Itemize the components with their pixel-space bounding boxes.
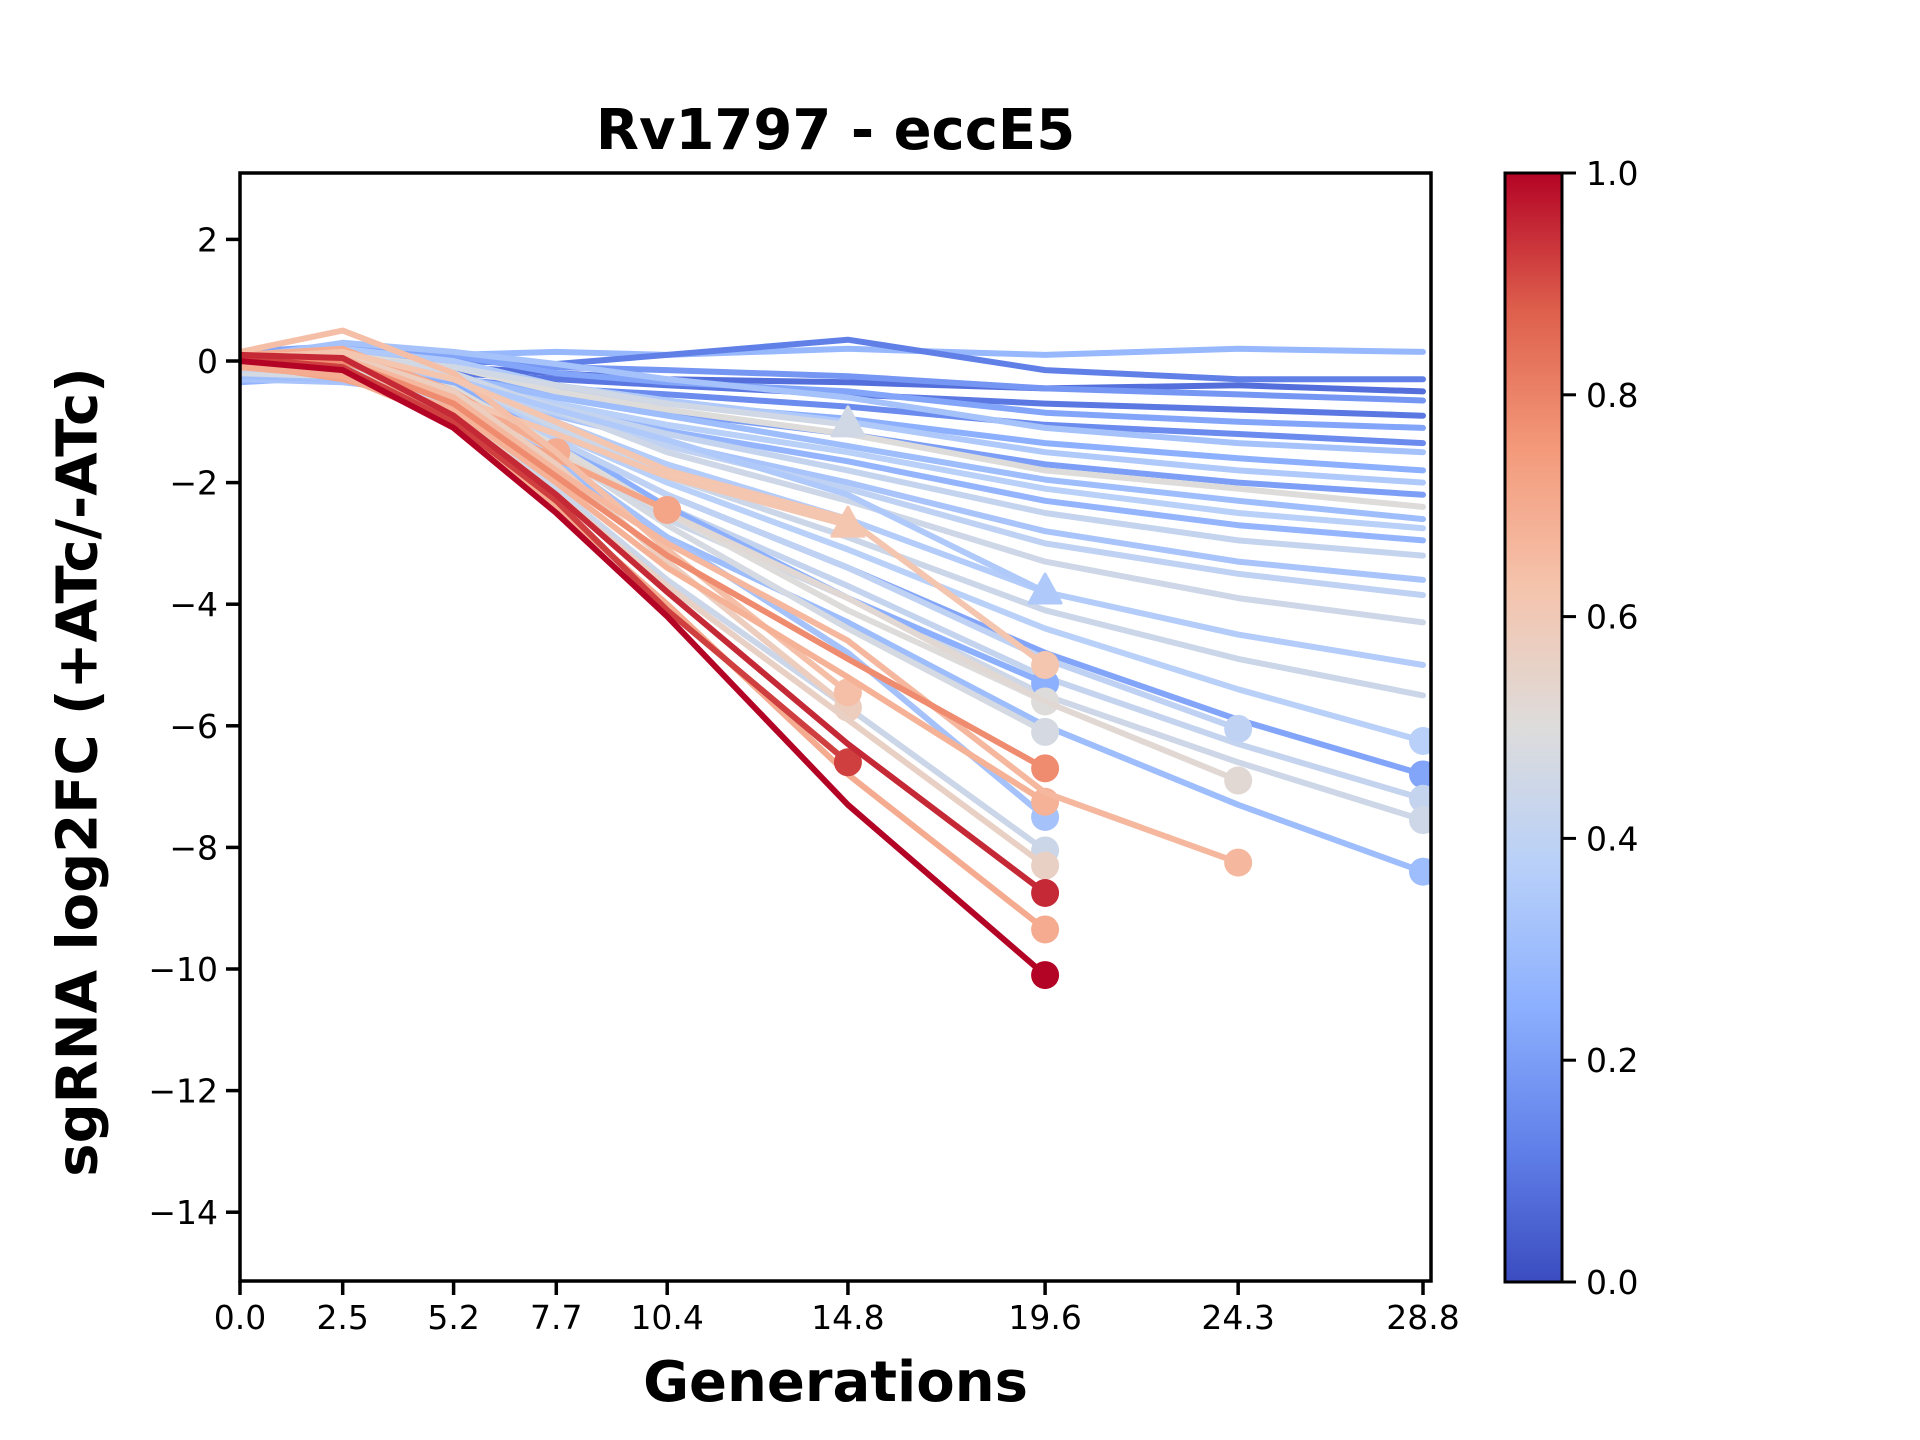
dropout-marker-circle (1031, 754, 1060, 783)
y-tick-label: −4 (169, 585, 218, 624)
dropout-marker-circle (653, 495, 682, 524)
colorbar-tick-label: 0.4 (1586, 819, 1638, 858)
colorbar-frame (1503, 171, 1564, 1284)
dropout-marker-circle (1031, 717, 1060, 746)
y-tick-label: −14 (148, 1193, 218, 1232)
x-tick-label: 5.2 (427, 1298, 479, 1337)
colorbar-gradient (1505, 173, 1562, 1282)
y-tick-label: 0 (197, 342, 218, 381)
x-tick-label: 24.3 (1201, 1298, 1274, 1337)
x-tick-label: 2.5 (316, 1298, 368, 1337)
x-tick-label: 28.8 (1386, 1298, 1459, 1337)
dropout-marker-circle (1031, 851, 1060, 880)
dropout-marker-circle (1409, 784, 1431, 813)
y-tick-label: −10 (148, 950, 218, 989)
series-line (240, 358, 1049, 979)
series-line (240, 351, 1049, 896)
x-tick-label: 19.6 (1008, 1298, 1081, 1337)
dropout-marker-circle (1409, 760, 1431, 789)
x-tick-label: 10.4 (630, 1298, 703, 1337)
dropout-marker-circle (1409, 806, 1431, 835)
dropout-marker-circle (1031, 879, 1060, 907)
x-tick-label: 7.7 (530, 1298, 582, 1337)
series-line (240, 348, 1049, 668)
y-tick-label: −8 (169, 828, 218, 867)
dropout-marker-circle (1409, 857, 1431, 886)
x-tick-label: 0.0 (214, 1298, 266, 1337)
dropout-marker-circle (1409, 727, 1431, 755)
dropout-marker-circle (1224, 714, 1253, 743)
colorbar-tick-label: 0.0 (1586, 1263, 1638, 1302)
dropout-marker-circle (1031, 651, 1060, 679)
x-axis-label: Generations (643, 1350, 1028, 1415)
dropout-marker-triangle (830, 405, 866, 438)
colorbar-tick-label: 0.2 (1586, 1041, 1638, 1080)
colorbar-tick-label: 0.6 (1586, 598, 1638, 637)
series-line (240, 364, 1426, 778)
y-axis-label: sgRNA log2FC (+ATc/-ATc) (45, 367, 111, 1177)
y-tick-label: −6 (169, 707, 218, 746)
colorbar-tick-label: 0.8 (1586, 376, 1638, 415)
colorbar-tick-label: 1.0 (1586, 154, 1638, 193)
y-tick-label: 2 (197, 220, 218, 259)
x-tick-label: 14.8 (811, 1298, 884, 1337)
dropout-marker-circle (1224, 766, 1253, 795)
series-group (240, 327, 1431, 990)
y-tick-label: −2 (169, 464, 218, 503)
y-tick-label: −12 (148, 1072, 218, 1111)
series-line (240, 345, 1426, 486)
dropout-marker-circle (833, 678, 862, 707)
dropout-marker-circle (1224, 848, 1253, 877)
dropout-marker-circle (1031, 915, 1060, 944)
chart-title: Rv1797 - eccE5 (595, 98, 1076, 163)
dropout-marker-circle (1031, 961, 1060, 990)
dropout-marker-circle (833, 748, 862, 777)
dropout-marker-triangle (1027, 572, 1063, 605)
